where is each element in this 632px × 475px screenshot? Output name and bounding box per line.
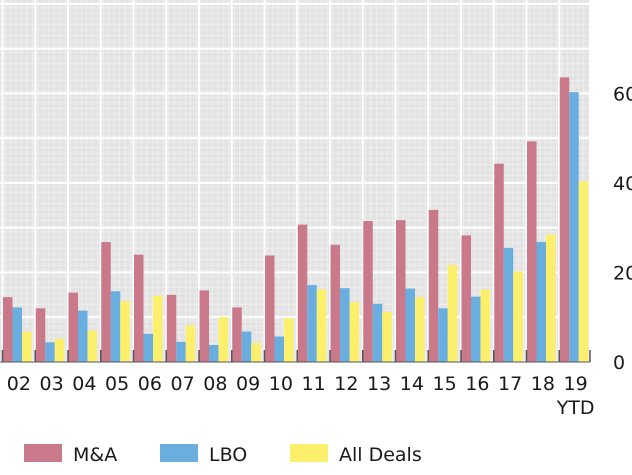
- bar-ma-15: [428, 209, 439, 362]
- bar-lbo-03: [45, 342, 55, 362]
- bar-lbo-07: [176, 341, 186, 362]
- bar-lbo-12: [340, 288, 350, 362]
- x-tick-label: 11: [302, 373, 326, 395]
- bar-alldeals-12: [349, 302, 359, 362]
- y-tick-label: 0: [613, 352, 625, 374]
- y-tick-label: 600: [613, 84, 632, 106]
- bar-ma-17: [494, 163, 504, 362]
- bar-ma-03: [35, 308, 46, 362]
- bar-ma-07: [166, 294, 177, 362]
- bar-lbo-05: [110, 291, 121, 362]
- bar-ma-10: [265, 255, 275, 362]
- bar-alldeals-17: [513, 271, 523, 362]
- legend-swatch-alldeals: [290, 444, 328, 462]
- bar-lbo-08: [209, 344, 219, 362]
- y-axis-labels: 0 200 400 600: [613, 84, 632, 375]
- bar-alldeals-13: [382, 311, 392, 362]
- x-tick-label: 16: [465, 373, 489, 395]
- bar-lbo-02: [12, 307, 22, 362]
- bar-lbo-16: [471, 296, 481, 362]
- bar-lbo-19: [569, 92, 579, 362]
- x-tick-label: 14: [400, 373, 424, 395]
- bar-alldeals-19: [578, 181, 589, 362]
- bar-ma-05: [101, 242, 111, 362]
- bar-ma-12: [330, 244, 340, 362]
- x-tick-label: 18: [531, 373, 555, 395]
- bar-lbo-06: [143, 333, 153, 362]
- x-tick-label: 03: [40, 373, 64, 395]
- bar-lbo-18: [536, 242, 546, 362]
- x-tick-label: 15: [433, 373, 457, 395]
- major-grid: [0, 0, 591, 362]
- x-tick-label: 07: [171, 373, 195, 395]
- x-tick-label: 08: [203, 373, 227, 395]
- bar-alldeals-06: [153, 295, 163, 362]
- bar-ma-13: [363, 221, 373, 362]
- bar-ma-14: [396, 220, 406, 362]
- bar-ma-02: [3, 297, 13, 362]
- legend-label: M&A: [73, 444, 117, 466]
- bar-lbo-13: [372, 303, 383, 362]
- bar-alldeals-03: [54, 338, 65, 362]
- bar-ma-18: [527, 141, 537, 362]
- x-tick-label: 13: [367, 373, 391, 395]
- x-tick-label: 05: [105, 373, 129, 395]
- x-tick-label: 02: [7, 373, 31, 395]
- x-tick-label: 17: [498, 373, 522, 395]
- bar-ma-09: [232, 307, 242, 362]
- bar-ma-16: [461, 235, 471, 362]
- legend-swatch-lbo: [160, 444, 198, 462]
- bar-alldeals-08: [218, 317, 228, 362]
- bar-alldeals-05: [120, 301, 130, 362]
- bar-ma-04: [68, 292, 78, 362]
- bar-lbo-17: [503, 247, 514, 362]
- bar-ma-06: [134, 254, 144, 362]
- bar-lbo-14: [405, 288, 415, 362]
- y-tick-label: 400: [613, 173, 632, 195]
- bar-ma-08: [199, 290, 209, 362]
- bar-alldeals-18: [546, 234, 556, 362]
- x-tick-label: 12: [334, 373, 358, 395]
- bar-alldeals-07: [185, 325, 196, 362]
- bar-lbo-11: [307, 285, 317, 362]
- bar-lbo-10: [274, 336, 284, 362]
- legend-swatch-ma: [24, 444, 62, 462]
- bar-lbo-09: [241, 331, 252, 362]
- legend-label: LBO: [209, 444, 247, 466]
- bar-alldeals-02: [22, 331, 32, 362]
- x-axis-ticks: [1, 350, 591, 362]
- legend-label: All Deals: [339, 444, 422, 466]
- bar-alldeals-11: [316, 289, 327, 362]
- bar-alldeals-04: [87, 330, 97, 362]
- x-tick-label: 04: [72, 373, 96, 395]
- x-tick-sublabel: YTD: [556, 397, 595, 419]
- bar-alldeals-09: [251, 343, 261, 362]
- legend: M&A LBO All Deals: [24, 444, 422, 466]
- bar-ma-11: [297, 224, 308, 362]
- bar-alldeals-14: [415, 297, 425, 362]
- x-tick-label: 19: [564, 373, 588, 395]
- x-tick-label: 10: [269, 373, 293, 395]
- x-tick-label: 06: [138, 373, 162, 395]
- bar-lbo-04: [78, 310, 88, 362]
- y-tick-label: 200: [613, 263, 632, 285]
- bar-alldeals-10: [284, 318, 294, 362]
- bar-alldeals-15: [447, 264, 458, 362]
- bars-group: [3, 77, 589, 362]
- bar-alldeals-16: [480, 289, 490, 362]
- x-tick-label: 09: [236, 373, 260, 395]
- bar-ma-19: [559, 77, 570, 362]
- bar-lbo-15: [438, 308, 448, 362]
